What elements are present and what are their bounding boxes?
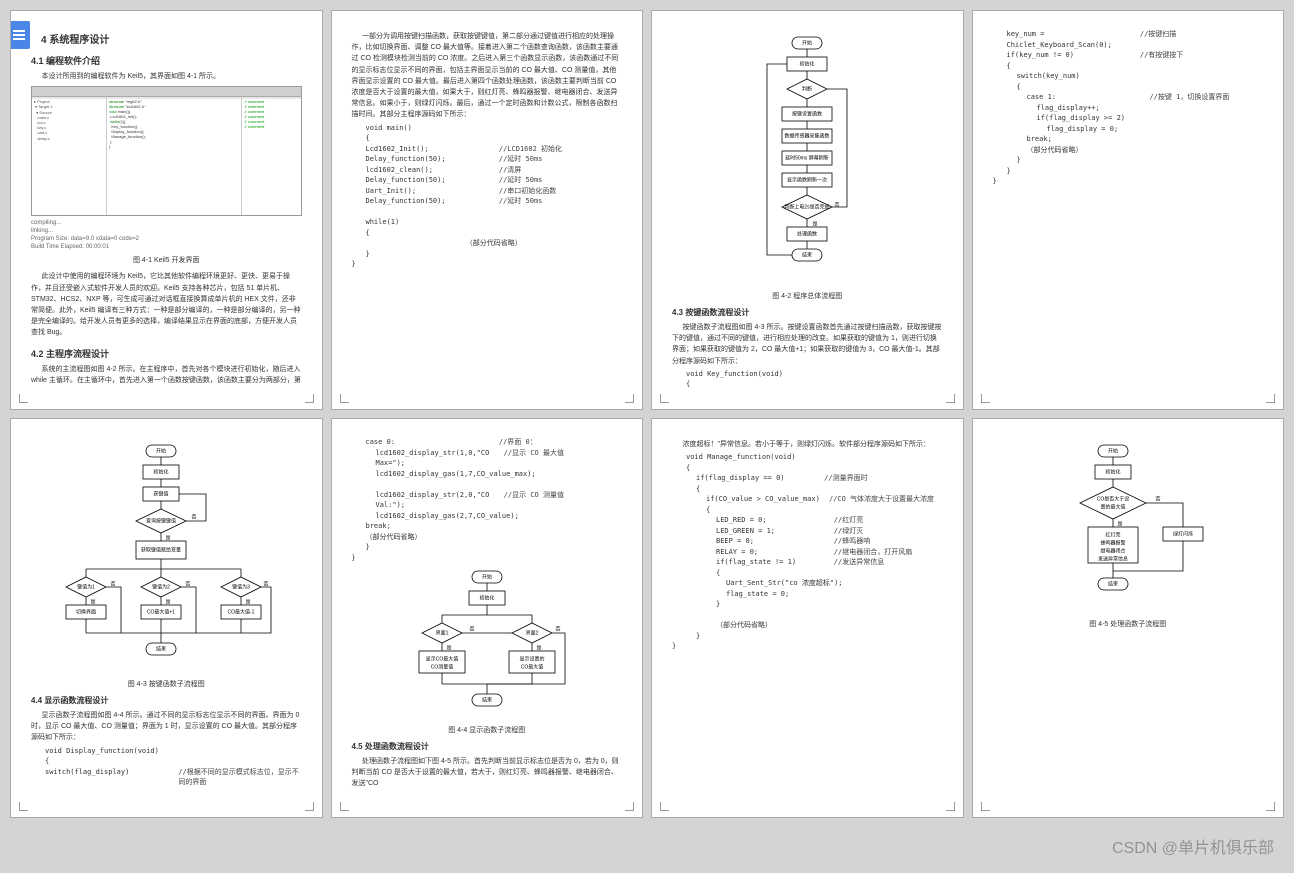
svg-text:判断上电2s是否完成: 判断上电2s是否完成 bbox=[785, 203, 830, 210]
watermark: CSDN @单片机俱乐部 bbox=[1112, 834, 1274, 858]
svg-text:否: 否 bbox=[186, 581, 191, 587]
flowchart-4-3: 开始 初始化 获键值 查询按键键值 否 是 获取键值赋给变量 键值为1 键值为2… bbox=[31, 443, 302, 673]
page-1: 4 系统程序设计 4.1 编程软件介绍 本设计所用到的编程软件为 Keil5，其… bbox=[10, 10, 323, 410]
svg-text:CO是否大于设: CO是否大于设 bbox=[1096, 495, 1129, 502]
svg-text:否: 否 bbox=[264, 581, 269, 587]
svg-text:CO最大值-1: CO最大值-1 bbox=[228, 608, 255, 615]
svg-text:键值为3: 键值为3 bbox=[232, 583, 250, 590]
svg-text:置的最大值: 置的最大值 bbox=[1100, 503, 1125, 510]
svg-text:显示函数刷新一次: 显示函数刷新一次 bbox=[787, 176, 827, 183]
build-output: compiling...linking...Program Size: data… bbox=[31, 220, 302, 251]
svg-text:按键设置函数: 按键设置函数 bbox=[792, 110, 822, 117]
svg-text:红灯亮: 红灯亮 bbox=[1105, 531, 1120, 538]
heading-4-2: 4.2 主程序流程设计 bbox=[31, 347, 302, 360]
code-main: void main() { Lcd1602_Init();//LCD1602 初… bbox=[366, 123, 623, 270]
heading-4-4: 4.4 显示函数流程设计 bbox=[31, 695, 302, 706]
svg-text:是: 是 bbox=[246, 599, 251, 605]
caption-4-2: 图 4-2 程序总体流程图 bbox=[672, 291, 943, 301]
svg-text:界面1: 界面1 bbox=[435, 630, 448, 636]
svg-text:CO最大值: CO最大值 bbox=[520, 663, 543, 670]
svg-text:CO最大值+1: CO最大值+1 bbox=[147, 608, 175, 615]
page-8: 开始 初始化 CO是否大于设置的最大值 是 否 红灯亮蜂鸣器报警继电器闭合发送异… bbox=[972, 418, 1285, 818]
svg-text:显示CO最大值: 显示CO最大值 bbox=[425, 655, 458, 662]
code-display-body: case 0://界面 0： lcd1602_display_str(1,0,"… bbox=[366, 437, 623, 563]
svg-text:是: 是 bbox=[813, 221, 818, 227]
svg-text:界面2: 界面2 bbox=[525, 630, 538, 636]
keil-screenshot: ▸ Project ▾ Target 1 ▾ Source main.c lcd… bbox=[31, 86, 302, 216]
svg-text:否: 否 bbox=[835, 202, 840, 208]
svg-text:键值为2: 键值为2 bbox=[152, 583, 170, 590]
svg-text:否: 否 bbox=[111, 581, 116, 587]
flowchart-4-2: 开始 初始化 判断 按键设置函数 数据传感器采集函数 延时50ms 屏幕刷新 显… bbox=[672, 35, 943, 285]
caption-4-4: 图 4-4 显示函数子流程图 bbox=[352, 725, 623, 735]
flowchart-4-4: 开始 初始化 界面1 界面2 是 是 否 否 显示CO最大值CO测量值 显示设置… bbox=[352, 569, 623, 719]
caption-4-1: 图 4-1 Keil5 开发界面 bbox=[31, 255, 302, 265]
code-manage: void Manage_function(void) { if(flag_dis… bbox=[686, 452, 943, 652]
svg-text:处理函数: 处理函数 bbox=[797, 230, 817, 237]
page-3: 开始 初始化 判断 按键设置函数 数据传感器采集函数 延时50ms 屏幕刷新 显… bbox=[651, 10, 964, 410]
para: 按键函数子流程图如图 4-3 所示。按键设置函数首先通过按键扫描函数，获取按键按… bbox=[672, 322, 943, 367]
svg-text:判断: 判断 bbox=[802, 85, 812, 92]
svg-text:是: 是 bbox=[1117, 521, 1122, 527]
svg-text:开始: 开始 bbox=[1108, 447, 1118, 454]
svg-text:是: 是 bbox=[91, 599, 96, 605]
svg-text:结束: 结束 bbox=[482, 696, 492, 703]
svg-text:初始化: 初始化 bbox=[800, 60, 815, 67]
svg-text:蜂鸣器报警: 蜂鸣器报警 bbox=[1100, 539, 1125, 546]
svg-text:初始化: 初始化 bbox=[479, 594, 494, 601]
svg-text:初始化: 初始化 bbox=[154, 468, 169, 475]
para: 此设计中使用的编程环境为 Keil5，它比其他软件编程环境更好、更快、更易于操作… bbox=[31, 271, 302, 338]
svg-text:开始: 开始 bbox=[482, 573, 492, 580]
page-2: 一部分为调用按键扫描函数，获取按键键值，第二部分通过键值进行相应的处理操作，比如… bbox=[331, 10, 644, 410]
code-key-body: key_num = Chiclet_Keyboard_Scan(0);//按键扫… bbox=[1007, 29, 1264, 187]
page-grid: 4 系统程序设计 4.1 编程软件介绍 本设计所用到的编程软件为 Keil5，其… bbox=[10, 10, 1284, 818]
para: 显示函数子流程图如图 4-4 所示。通过不同的显示标志位显示不同的界面。界面为 … bbox=[31, 710, 302, 744]
svg-text:开始: 开始 bbox=[156, 447, 166, 454]
heading-chapter: 4 系统程序设计 bbox=[41, 31, 302, 46]
svg-text:否: 否 bbox=[1155, 496, 1160, 502]
svg-text:否: 否 bbox=[555, 626, 560, 632]
svg-text:获取键值赋给变量: 获取键值赋给变量 bbox=[141, 546, 181, 553]
svg-text:否: 否 bbox=[192, 514, 197, 520]
document-icon bbox=[10, 21, 30, 49]
svg-text:结束: 结束 bbox=[156, 645, 166, 652]
svg-text:获键值: 获键值 bbox=[154, 490, 169, 497]
para: 一部分为调用按键扫描函数，获取按键键值，第二部分通过键值进行相应的处理操作，比如… bbox=[352, 31, 623, 121]
page-7: 浓度超标！"异常信息。若小于等于，则绿灯闪烁。软件部分程序源码如下所示： voi… bbox=[651, 418, 964, 818]
svg-text:显示设置的: 显示设置的 bbox=[519, 655, 544, 662]
svg-text:否: 否 bbox=[469, 626, 474, 632]
svg-text:初始化: 初始化 bbox=[1105, 468, 1120, 475]
page-4: key_num = Chiclet_Keyboard_Scan(0);//按键扫… bbox=[972, 10, 1285, 410]
para: 浓度超标！"异常信息。若小于等于，则绿灯闪烁。软件部分程序源码如下所示： bbox=[672, 439, 943, 450]
svg-text:是: 是 bbox=[166, 535, 171, 541]
svg-text:是: 是 bbox=[536, 645, 541, 651]
code-display: void Display_function(void) { switch(fla… bbox=[45, 746, 302, 788]
heading-4-3: 4.3 按键函数流程设计 bbox=[672, 307, 943, 318]
svg-text:切换界面: 切换界面 bbox=[76, 608, 96, 615]
page-5: 开始 初始化 获键值 查询按键键值 否 是 获取键值赋给变量 键值为1 键值为2… bbox=[10, 418, 323, 818]
svg-text:延时50ms 屏幕刷新: 延时50ms 屏幕刷新 bbox=[785, 154, 829, 161]
para: 系统的主流程图如图 4-2 所示。在主程序中，首先对各个模块进行初始化，随后进入… bbox=[31, 364, 302, 386]
para: 处理函数子流程图如下图 4-5 所示。首先判断当前显示标志位是否为 0，若为 0… bbox=[352, 756, 623, 790]
svg-text:开始: 开始 bbox=[802, 39, 812, 46]
heading-4-1: 4.1 编程软件介绍 bbox=[31, 54, 302, 67]
code-key: void Key_function(void) { bbox=[686, 369, 943, 390]
svg-text:结束: 结束 bbox=[1108, 580, 1118, 587]
svg-text:发送异常信息: 发送异常信息 bbox=[1098, 555, 1128, 562]
caption-4-5: 图 4-5 处理函数子流程图 bbox=[993, 619, 1264, 629]
svg-text:继电器闭合: 继电器闭合 bbox=[1100, 547, 1125, 554]
svg-text:绿灯闪烁: 绿灯闪烁 bbox=[1173, 530, 1193, 537]
caption-4-3: 图 4-3 按键函数子流程图 bbox=[31, 679, 302, 689]
svg-text:结束: 结束 bbox=[802, 251, 812, 258]
flowchart-4-5: 开始 初始化 CO是否大于设置的最大值 是 否 红灯亮蜂鸣器报警继电器闭合发送异… bbox=[993, 443, 1264, 613]
svg-text:数据传感器采集函数: 数据传感器采集函数 bbox=[785, 132, 830, 139]
heading-4-5: 4.5 处理函数流程设计 bbox=[352, 741, 623, 752]
page-6: case 0://界面 0： lcd1602_display_str(1,0,"… bbox=[331, 418, 644, 818]
svg-text:是: 是 bbox=[166, 599, 171, 605]
svg-text:查询按键键值: 查询按键键值 bbox=[146, 517, 176, 524]
svg-text:键值为1: 键值为1 bbox=[77, 583, 95, 590]
svg-text:是: 是 bbox=[446, 645, 451, 651]
svg-text:CO测量值: CO测量值 bbox=[430, 663, 453, 670]
para: 本设计所用到的编程软件为 Keil5，其界面如图 4-1 所示。 bbox=[31, 71, 302, 82]
